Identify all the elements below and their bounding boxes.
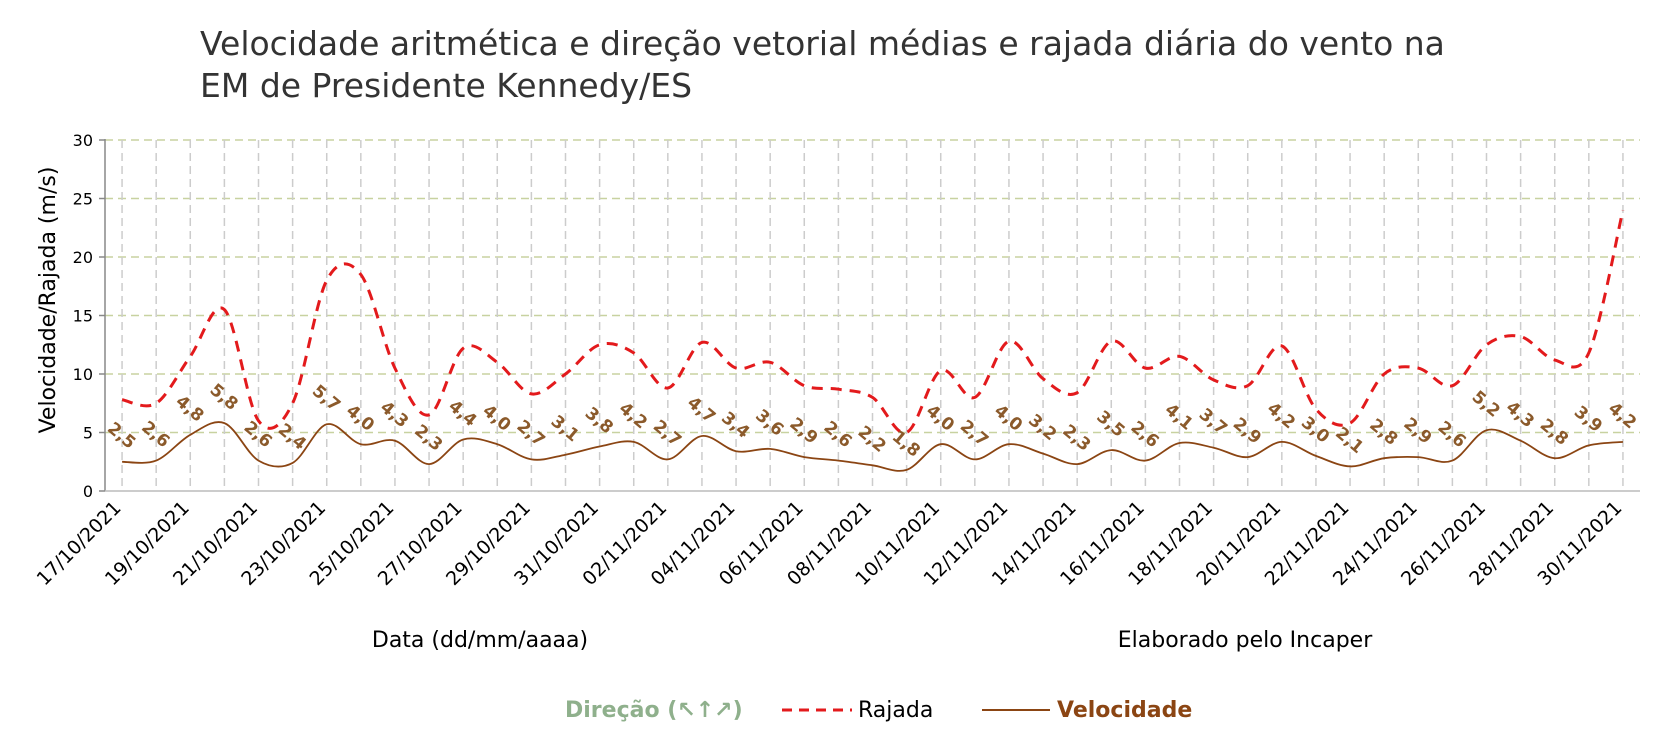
velocidade-data-label: 2,7 — [649, 416, 685, 451]
y-tick-label: 20 — [73, 248, 93, 267]
series-velocidade-line — [122, 421, 1623, 472]
velocidade-data-label: 2,6 — [137, 417, 173, 452]
velocidade-data-label: 4,0 — [990, 401, 1026, 436]
velocidade-data-label: 5,8 — [206, 380, 242, 415]
velocidade-data-label: 3,5 — [1093, 407, 1129, 442]
credit-text: Elaborado pelo Incaper — [1118, 628, 1373, 653]
legend: Direção (↖↑↗) Rajada Velocidade — [565, 698, 1192, 723]
y-axis-label: Velocidade/Rajada (m/s) — [36, 167, 61, 434]
legend-velocidade: Velocidade — [1057, 698, 1192, 723]
y-axis-ticks: 0 5 10 15 20 25 30 — [73, 131, 105, 501]
grid-lines — [105, 139, 1640, 491]
velocidade-data-label: 2,1 — [1331, 423, 1367, 458]
velocidade-data-label: 4,0 — [479, 401, 515, 436]
velocidade-data-label: 2,3 — [410, 421, 446, 456]
velocidade-data-label: 3,2 — [1024, 410, 1060, 445]
velocidade-data-label: 4,8 — [172, 392, 208, 427]
legend-direcao: Direção (↖↑↗) — [565, 698, 743, 723]
velocidade-data-label: 3,6 — [751, 406, 787, 441]
y-tick-label: 10 — [73, 365, 93, 384]
series-lines — [121, 209, 1625, 472]
velocidade-data-label: 2,6 — [820, 417, 856, 452]
y-tick-label: 25 — [73, 190, 93, 209]
velocidade-data-label: 2,7 — [956, 416, 992, 451]
x-axis-ticks: 17/10/202119/10/202121/10/202123/10/2021… — [33, 497, 1627, 590]
velocity-data-labels: 2,52,64,85,82,62,45,74,04,32,34,44,02,73… — [103, 380, 1640, 461]
velocidade-data-label: 2,8 — [1536, 415, 1572, 450]
series-rajada-line — [121, 209, 1625, 435]
y-tick-label: 15 — [73, 307, 93, 326]
chart-title-line2: EM de Presidente Kennedy/ES — [200, 66, 692, 105]
velocidade-data-label: 2,6 — [1434, 417, 1470, 452]
velocidade-data-label: 2,7 — [513, 416, 549, 451]
velocidade-data-label: 4,2 — [1604, 399, 1640, 434]
velocidade-data-label: 4,0 — [922, 401, 958, 436]
velocidade-data-label: 2,9 — [1400, 414, 1436, 449]
velocidade-data-label: 4,3 — [376, 398, 412, 433]
velocidade-data-label: 5,7 — [308, 381, 344, 416]
velocidade-data-label: 2,5 — [103, 419, 139, 454]
velocidade-data-label: 3,7 — [1195, 405, 1231, 440]
velocidade-data-label: 2,9 — [1229, 414, 1265, 449]
velocidade-data-label: 3,9 — [1570, 402, 1606, 437]
legend-rajada: Rajada — [858, 698, 933, 723]
velocidade-data-label: 5,2 — [1468, 387, 1504, 422]
y-tick-label: 30 — [73, 131, 93, 150]
velocidade-data-label: 4,1 — [1161, 400, 1197, 435]
velocidade-data-label: 2,3 — [1058, 421, 1094, 456]
velocidade-data-label: 4,2 — [615, 399, 651, 434]
y-tick-label: 0 — [83, 482, 93, 501]
velocidade-data-label: 4,0 — [342, 401, 378, 436]
y-tick-label: 5 — [83, 424, 93, 443]
velocidade-data-label: 4,2 — [1263, 399, 1299, 434]
velocidade-data-label: 2,6 — [1127, 417, 1163, 452]
x-axis-label: Data (dd/mm/aaaa) — [372, 628, 588, 653]
velocidade-data-label: 4,7 — [683, 393, 719, 428]
velocidade-data-label: 4,3 — [1502, 398, 1538, 433]
chart-title: Velocidade aritmética e direção vetorial… — [200, 24, 1445, 105]
chart-title-line1: Velocidade aritmética e direção vetorial… — [200, 24, 1445, 63]
velocidade-data-label: 2,8 — [1365, 415, 1401, 450]
velocidade-data-label: 3,4 — [717, 408, 753, 443]
velocidade-data-label: 3,1 — [547, 412, 583, 447]
velocidade-data-label: 2,2 — [854, 422, 890, 457]
velocidade-data-label: 3,0 — [1297, 413, 1333, 448]
velocidade-data-label: 4,4 — [444, 396, 480, 431]
velocidade-data-label: 2,9 — [786, 414, 822, 449]
